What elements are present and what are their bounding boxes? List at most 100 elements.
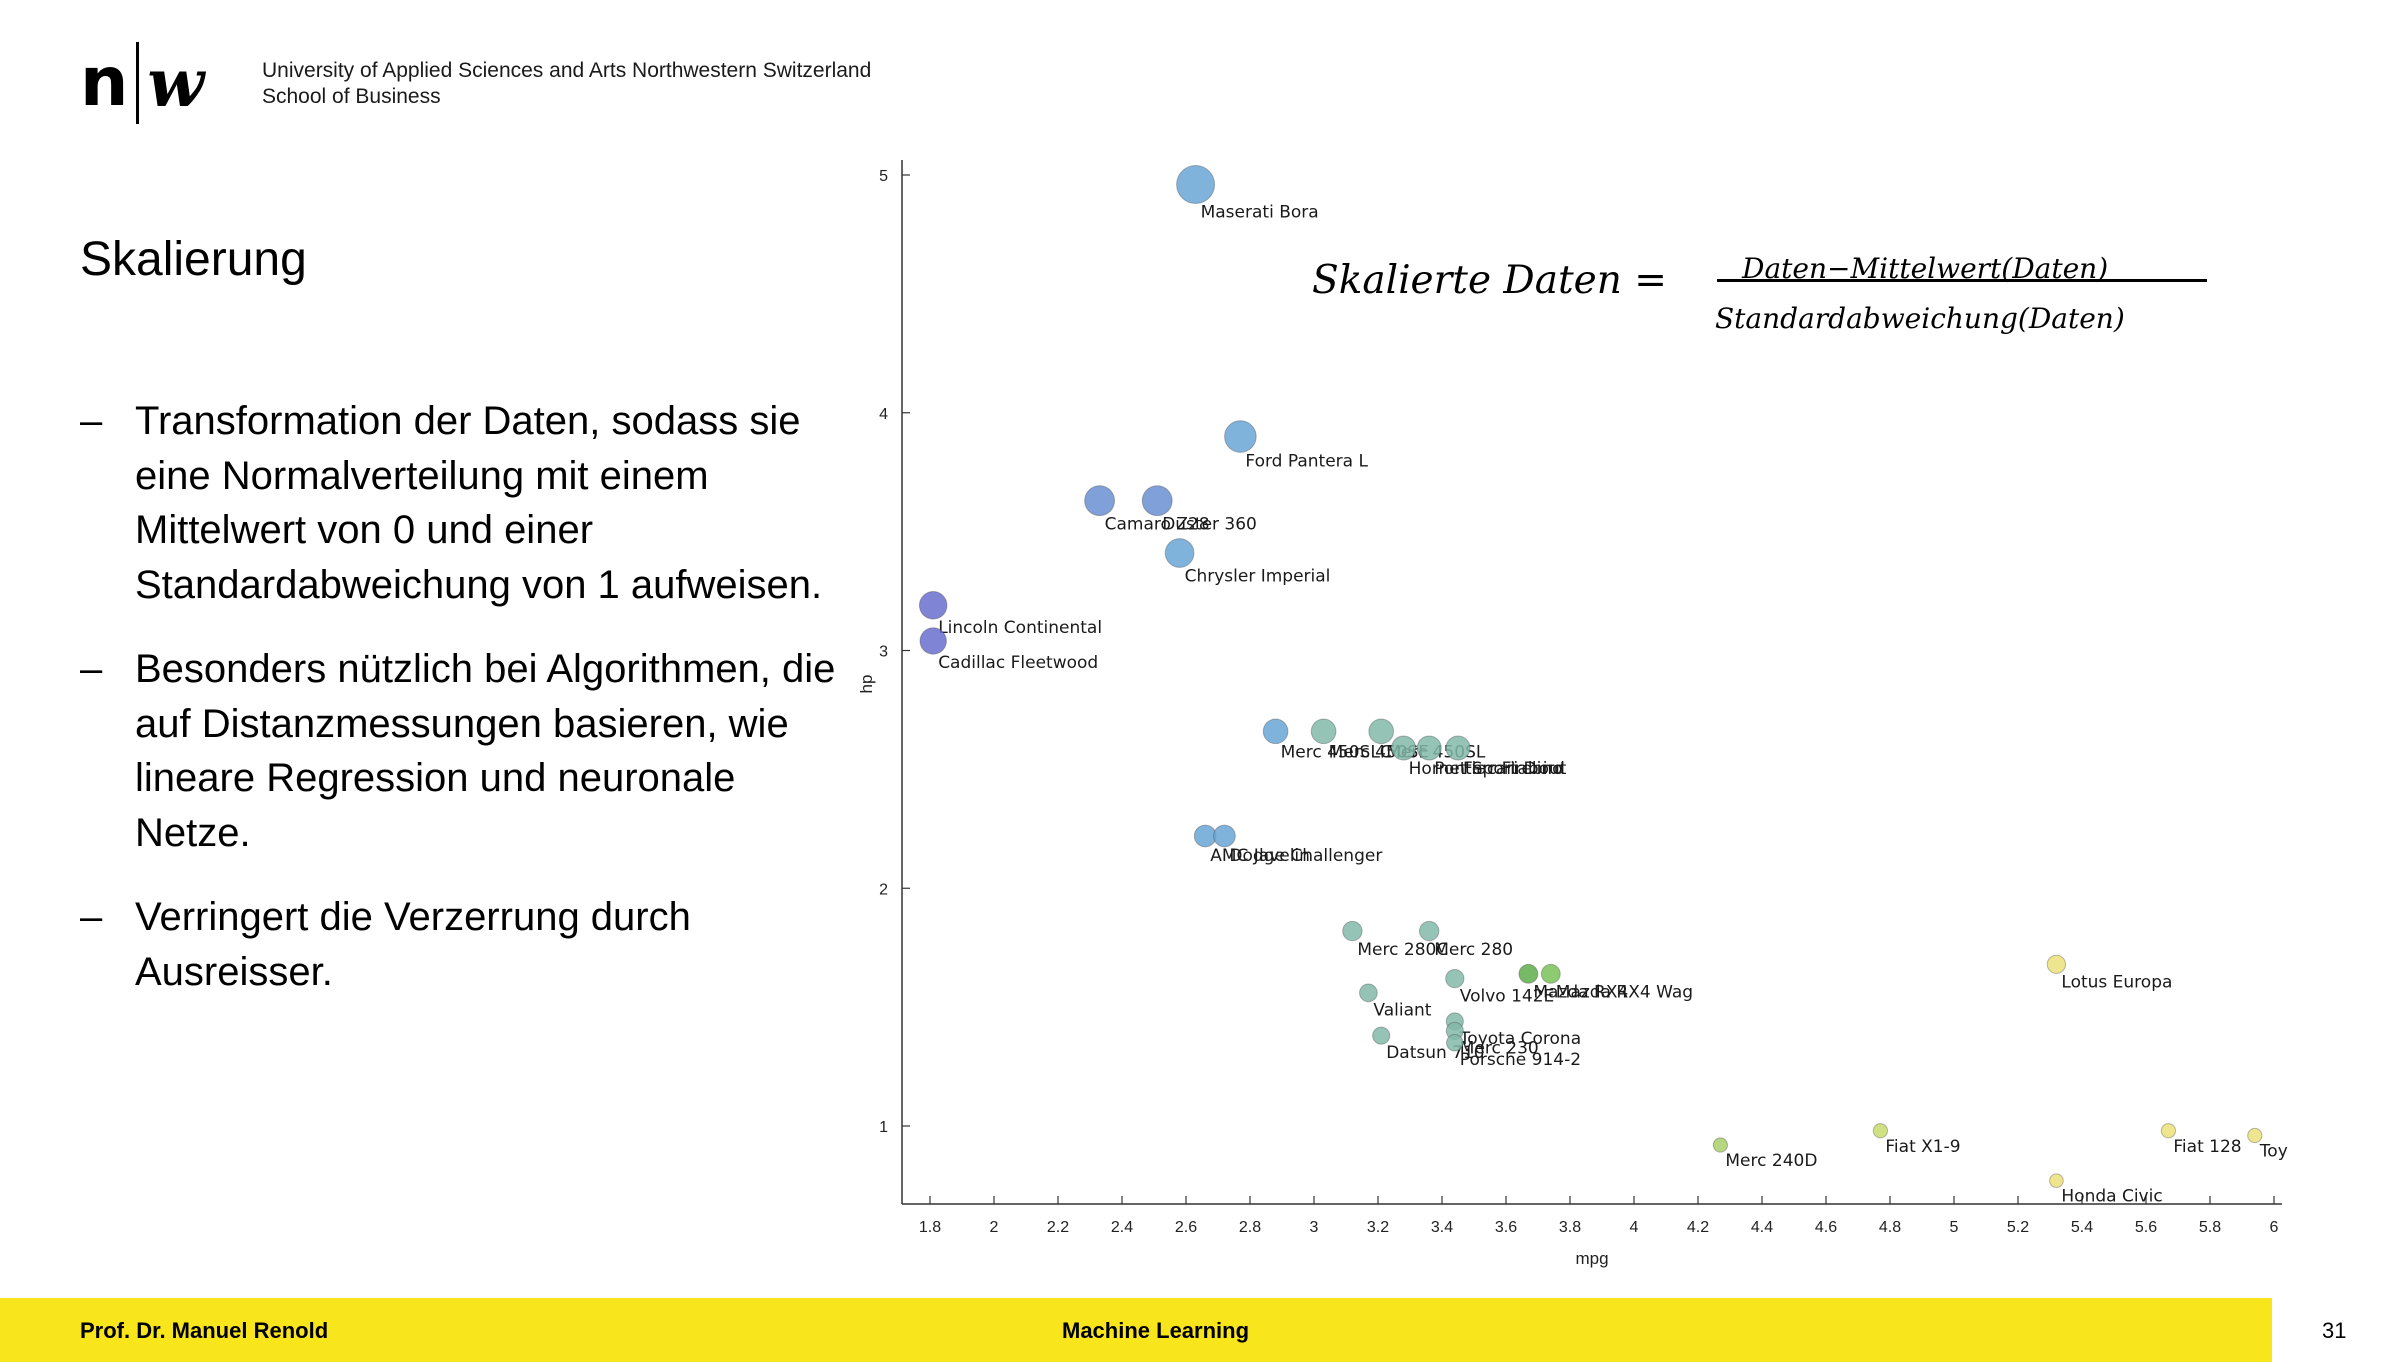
logo-w: w bbox=[147, 44, 205, 122]
scatter-chart: 1.8 2 2.2 2.4 2.6 2.8 3 3.2 3.4 3.6 3.8 4 4.2 4.4 4.6 4… bbox=[857, 160, 2288, 1268]
data-point bbox=[1445, 968, 1465, 989]
x-tick-label: 4.4 bbox=[1751, 1219, 1773, 1236]
data-point bbox=[1416, 735, 1442, 761]
page-number: 31 bbox=[2322, 1318, 2347, 1343]
point-label: Ford Pantera L bbox=[1245, 451, 1368, 471]
bullet-dash: – bbox=[80, 895, 103, 939]
x-tick-label: 5 bbox=[1950, 1219, 1959, 1236]
data-point bbox=[1224, 420, 1257, 453]
data-point bbox=[1712, 1137, 1729, 1153]
bullet-text: Besonders nützlich bei Algorithmen, die … bbox=[135, 647, 836, 855]
formula-lhs: Skalierte Daten = bbox=[1312, 258, 1667, 303]
point-label: Lincoln Continental bbox=[938, 618, 1102, 638]
data-point bbox=[1872, 1123, 1889, 1139]
data-point bbox=[1342, 920, 1363, 942]
bullet-item: – Besonders nützlich bei Algorithmen, die… bbox=[80, 642, 840, 860]
point-label: Mazda RX4 bbox=[1533, 982, 1628, 1002]
point-label: Porsche 914-2 bbox=[1460, 1050, 1581, 1070]
y-tick-label: 3 bbox=[879, 644, 888, 661]
point-label: Merc 280C bbox=[1357, 940, 1448, 960]
point-label: Ferrari Dino bbox=[1463, 759, 1563, 779]
point-label: Merc 450SLC bbox=[1281, 743, 1392, 763]
x-tick-label: 4.2 bbox=[1687, 1219, 1709, 1236]
point-label: Duster 360 bbox=[1162, 515, 1257, 535]
fraction-line bbox=[1717, 279, 2207, 282]
x-tick-label: 2.2 bbox=[1047, 1219, 1069, 1236]
point-label: Maserati Bora bbox=[1201, 203, 1319, 223]
point-label: Hornet Sportabout bbox=[1409, 759, 1567, 779]
point-label: Lotus Europa bbox=[2061, 972, 2172, 992]
x-tick-label: 4.8 bbox=[1879, 1219, 1901, 1236]
x-tick-label: 5.6 bbox=[2135, 1219, 2157, 1236]
point-label: Fiat X1-9 bbox=[1885, 1137, 1960, 1157]
point-label: Merc 230 bbox=[1460, 1038, 1539, 1058]
footer-course: Machine Learning bbox=[1062, 1318, 1250, 1343]
slide-title: Skalierung bbox=[80, 233, 307, 286]
university-line: University of Applied Sciences and Arts … bbox=[262, 59, 872, 82]
bullet-list: – Transformation der Daten, sodass sie ei… bbox=[80, 394, 840, 1029]
x-tick-label: 3 bbox=[1310, 1219, 1319, 1236]
x-axis-title: mpg bbox=[1575, 1249, 1608, 1268]
data-point bbox=[1391, 735, 1417, 761]
x-tick-label: 5.8 bbox=[2199, 1219, 2221, 1236]
data-point bbox=[2160, 1123, 2177, 1139]
bullet-item: – Transformation der Daten, sodass sie ei… bbox=[80, 394, 840, 612]
x-tick-label: 2.4 bbox=[1111, 1219, 1133, 1236]
data-point bbox=[918, 591, 948, 620]
bullet-item: – Verringert die Verzerrung durch Ausreis… bbox=[80, 890, 840, 999]
point-label: Merc 240D bbox=[1725, 1151, 1817, 1171]
data-point bbox=[1446, 1034, 1464, 1052]
bullet-dash: – bbox=[80, 647, 103, 691]
data-point bbox=[1176, 165, 1216, 205]
point-label: Honda Civic bbox=[2061, 1187, 2162, 1207]
bullet-text: Transformation der Daten, sodass sie ein… bbox=[135, 399, 823, 607]
formula-denominator: Standardabweichung(Daten) bbox=[1715, 302, 2125, 335]
x-tick-label: 5.2 bbox=[2007, 1219, 2029, 1236]
x-tick-label: 4.6 bbox=[1815, 1219, 1837, 1236]
x-tick-label: 6 bbox=[2270, 1219, 2279, 1236]
point-label: AMC Javelin bbox=[1210, 846, 1310, 866]
data-point bbox=[919, 627, 947, 655]
point-label: Volvo 142E bbox=[1460, 987, 1555, 1007]
x-tick-label: 5.4 bbox=[2071, 1219, 2093, 1236]
data-point bbox=[1445, 735, 1471, 761]
point-label: Merc 280 bbox=[1434, 940, 1513, 960]
data-point bbox=[1193, 824, 1217, 848]
point-label: Cadillac Fleetwood bbox=[938, 653, 1098, 673]
data-point bbox=[1518, 963, 1539, 984]
data-point bbox=[1213, 824, 1236, 848]
x-tick-label: 4 bbox=[1630, 1219, 1639, 1236]
x-tick-label: 2 bbox=[990, 1219, 999, 1236]
x-tick-label: 3.2 bbox=[1367, 1219, 1389, 1236]
data-point bbox=[1359, 983, 1378, 1003]
y-tick-label: 1 bbox=[879, 1119, 888, 1136]
y-tick-label: 5 bbox=[879, 168, 888, 185]
x-tick-label: 1.8 bbox=[919, 1219, 941, 1236]
nw-logo: n w bbox=[80, 42, 204, 124]
y-axis-title: hp bbox=[857, 675, 876, 694]
data-point bbox=[1084, 485, 1116, 517]
data-point bbox=[1540, 963, 1561, 984]
y-tick-label: 4 bbox=[879, 406, 888, 423]
school-line: School of Business bbox=[262, 85, 441, 108]
point-label: Chrysler Imperial bbox=[1185, 566, 1331, 586]
point-label: Dodge Challenger bbox=[1229, 846, 1382, 866]
bullet-dash: – bbox=[80, 399, 103, 443]
logo-divider bbox=[136, 42, 140, 124]
data-point bbox=[1262, 718, 1289, 745]
footer-bar: Prof. Dr. Manuel Renold Machine Learning bbox=[0, 1298, 2272, 1362]
data-point bbox=[2046, 954, 2067, 974]
x-tick-label: 3.8 bbox=[1559, 1219, 1581, 1236]
data-point bbox=[1372, 1026, 1391, 1045]
point-label: Pontiac Firebird bbox=[1434, 759, 1565, 779]
data-point bbox=[1368, 718, 1395, 745]
point-label: Toy bbox=[2259, 1142, 2288, 1162]
footer-author: Prof. Dr. Manuel Renold bbox=[80, 1318, 329, 1343]
bullet-text: Verringert die Verzerrung durch Ausreiss… bbox=[135, 895, 691, 994]
point-label: Valiant bbox=[1373, 1001, 1431, 1021]
university-name: University of Applied Sciences and Arts … bbox=[262, 58, 871, 110]
point-label: Camaro Z28 bbox=[1105, 515, 1210, 535]
point-label: Fiat 128 bbox=[2173, 1137, 2241, 1157]
x-tick-label: 3.4 bbox=[1431, 1219, 1453, 1236]
data-point bbox=[1310, 718, 1337, 745]
